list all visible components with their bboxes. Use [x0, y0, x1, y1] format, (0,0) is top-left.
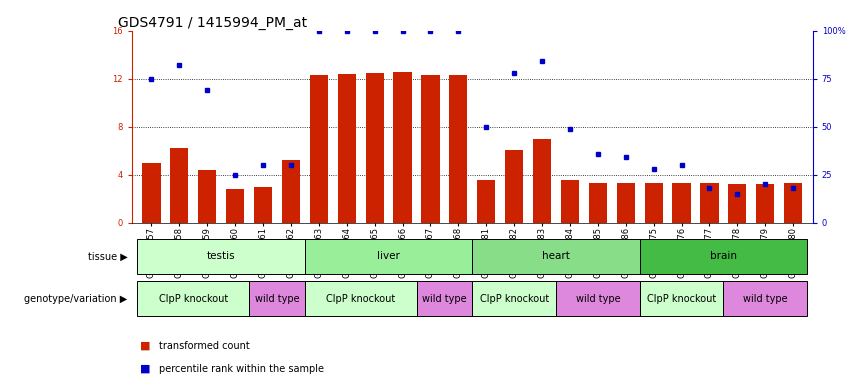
Bar	[617, 183, 635, 223]
Bar	[644, 183, 663, 223]
Bar	[561, 180, 579, 223]
Text: ClpP knockout: ClpP knockout	[479, 293, 549, 304]
Text: ClpP knockout: ClpP knockout	[647, 293, 717, 304]
Bar	[305, 239, 472, 274]
Bar	[556, 281, 640, 316]
Text: testis: testis	[207, 251, 236, 262]
Text: tissue ▶: tissue ▶	[88, 251, 128, 262]
Bar	[198, 170, 216, 223]
Bar	[138, 239, 305, 274]
Bar	[254, 187, 272, 223]
Bar	[505, 149, 523, 223]
Bar	[305, 281, 416, 316]
Bar	[249, 281, 305, 316]
Bar	[421, 75, 439, 223]
Bar	[640, 281, 723, 316]
Bar	[338, 74, 356, 223]
Text: GDS4791 / 1415994_PM_at: GDS4791 / 1415994_PM_at	[118, 16, 307, 30]
Bar	[472, 281, 556, 316]
Bar	[728, 184, 746, 223]
Text: ■: ■	[140, 364, 154, 374]
Bar	[477, 180, 495, 223]
Bar	[640, 239, 807, 274]
Text: ClpP knockout: ClpP knockout	[326, 293, 396, 304]
Bar	[310, 75, 328, 223]
Bar	[226, 189, 244, 223]
Text: wild type: wild type	[254, 293, 300, 304]
Bar	[138, 281, 249, 316]
Bar	[170, 148, 188, 223]
Bar	[472, 239, 640, 274]
Bar	[449, 75, 467, 223]
Text: transformed count: transformed count	[159, 341, 250, 351]
Bar	[757, 184, 774, 223]
Bar	[282, 161, 300, 223]
Bar	[393, 71, 412, 223]
Text: liver: liver	[377, 251, 400, 262]
Bar	[416, 281, 472, 316]
Text: ■: ■	[140, 341, 154, 351]
Bar	[589, 183, 607, 223]
Text: genotype/variation ▶: genotype/variation ▶	[25, 293, 128, 304]
Bar	[672, 183, 691, 223]
Bar	[142, 163, 161, 223]
Bar	[700, 183, 718, 223]
Text: wild type: wild type	[422, 293, 466, 304]
Bar	[723, 281, 807, 316]
Text: ClpP knockout: ClpP knockout	[158, 293, 228, 304]
Bar	[784, 183, 802, 223]
Bar	[366, 73, 384, 223]
Text: wild type: wild type	[575, 293, 620, 304]
Text: wild type: wild type	[743, 293, 787, 304]
Bar	[533, 139, 551, 223]
Text: brain: brain	[710, 251, 737, 262]
Text: heart: heart	[542, 251, 570, 262]
Text: percentile rank within the sample: percentile rank within the sample	[159, 364, 324, 374]
